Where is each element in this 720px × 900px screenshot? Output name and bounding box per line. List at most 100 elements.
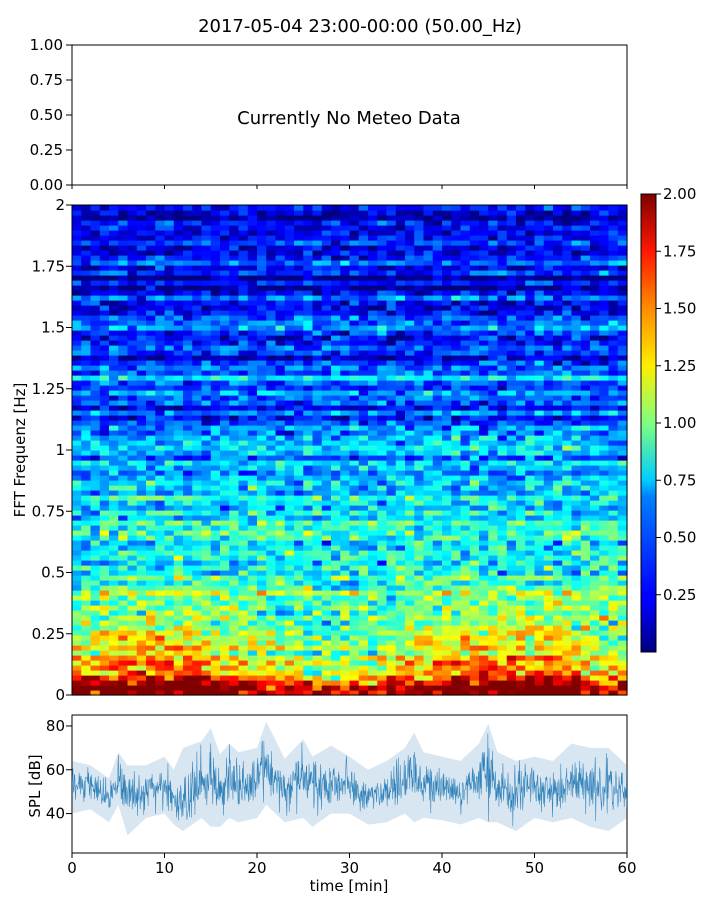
- spectrogram-cell: [488, 425, 499, 431]
- spectrogram-cell: [543, 370, 554, 376]
- spectrogram-cell: [294, 365, 304, 371]
- spectrogram-cell: [488, 625, 499, 631]
- spectrogram-cell: [127, 485, 138, 491]
- spectrogram-cell: [257, 480, 267, 486]
- spectrogram-cell: [99, 620, 110, 626]
- spectrogram-cell: [275, 490, 286, 496]
- spectrogram-cell: [469, 340, 480, 346]
- spectrogram-cell: [580, 430, 591, 436]
- spectrogram-cell: [423, 295, 434, 301]
- spectrogram-cell: [469, 360, 480, 366]
- spectrogram-cell: [553, 625, 563, 631]
- spectrogram-cell: [109, 485, 119, 491]
- spectrogram-cell: [257, 590, 267, 596]
- spectrogram-cell: [72, 535, 82, 541]
- spectrogram-cell: [414, 290, 425, 296]
- spectrogram-cell: [543, 510, 554, 516]
- spectrogram-cell: [201, 405, 212, 411]
- spectrogram-cell: [312, 445, 323, 451]
- spectrogram-cell: [238, 395, 249, 401]
- spectrogram-cell: [173, 545, 184, 551]
- spectrogram-cell: [321, 490, 332, 496]
- spectrogram-cell: [210, 380, 221, 386]
- spectrogram-cell: [479, 540, 489, 546]
- spectrogram-cell: [617, 470, 628, 476]
- spectrogram-cell: [136, 505, 147, 511]
- spectrogram-cell: [608, 585, 619, 591]
- spectrogram-cell: [331, 540, 341, 546]
- spectrogram-cell: [164, 400, 175, 406]
- spectrogram-cell: [294, 310, 304, 316]
- spectrogram-cell: [201, 485, 212, 491]
- spectrogram-cell: [127, 340, 138, 346]
- spectrogram-cell: [553, 360, 563, 366]
- spectrogram-cell: [377, 335, 388, 341]
- spectrogram-cell: [562, 415, 573, 421]
- spectrogram-cell: [146, 375, 156, 381]
- spectrogram-cell: [164, 430, 175, 436]
- spectrogram-cell: [497, 340, 508, 346]
- spectrogram-cell: [358, 285, 369, 291]
- spectrogram-cell: [192, 300, 203, 306]
- spectrogram-cell: [284, 475, 295, 481]
- spectrogram-cell: [358, 525, 369, 531]
- spectrogram-cell: [220, 620, 230, 626]
- spectrogram-cell: [164, 315, 175, 321]
- spectrogram-cell: [590, 315, 600, 321]
- spectrogram-cell: [479, 500, 489, 506]
- spectrogram-cell: [432, 685, 443, 691]
- spectrogram-cell: [90, 340, 101, 346]
- spectrogram-cell: [488, 505, 499, 511]
- spectrogram-cell: [238, 295, 249, 301]
- spectrogram-cell: [99, 630, 110, 636]
- spectrogram-cell: [173, 285, 184, 291]
- spectrogram-cell: [469, 685, 480, 691]
- spectrogram-cell: [210, 295, 221, 301]
- spectrogram-cell: [423, 340, 434, 346]
- spectrogram-cell: [118, 670, 129, 676]
- spectrogram-cell: [377, 580, 388, 586]
- spectrogram-cell: [210, 550, 221, 556]
- spectrogram-cell: [451, 560, 462, 566]
- spectrogram-cell: [294, 280, 304, 286]
- spectrogram-cell: [469, 280, 480, 286]
- spectrogram-cell: [340, 290, 351, 296]
- spectrogram-cell: [303, 565, 314, 571]
- spectrogram-cell: [321, 495, 332, 501]
- spectrogram-cell: [432, 465, 443, 471]
- spectrogram-cell: [479, 510, 489, 516]
- spectrogram-cell: [136, 530, 147, 536]
- spectrogram-cell: [201, 320, 212, 326]
- spectrogram-cell: [377, 280, 388, 286]
- spectrogram-cell: [460, 670, 471, 676]
- spectrogram-cell: [562, 295, 573, 301]
- spectrogram-cell: [386, 605, 397, 611]
- spectrogram-cell: [136, 655, 147, 661]
- spectrogram-cell: [331, 470, 341, 476]
- spectrogram-cell: [210, 620, 221, 626]
- spectrogram-cell: [136, 445, 147, 451]
- spectrogram-cell: [405, 550, 415, 556]
- spectrogram-cell: [266, 315, 277, 321]
- spectrogram-cell: [432, 395, 443, 401]
- spectrogram-cell: [423, 555, 434, 561]
- spectrogram-cell: [405, 520, 415, 526]
- spectrogram-cell: [395, 670, 406, 676]
- spectrogram-cell: [266, 615, 277, 621]
- spectrogram-cell: [571, 540, 582, 546]
- spectrogram-cell: [571, 425, 582, 431]
- spectrogram-cell: [414, 570, 425, 576]
- spectrogram-cell: [358, 455, 369, 461]
- spectrogram-cell: [146, 635, 156, 641]
- spectrogram-cell: [432, 680, 443, 686]
- spectrogram-cell: [81, 580, 92, 586]
- spectrogram-cell: [238, 560, 249, 566]
- spectrogram-cell: [99, 395, 110, 401]
- spectrogram-cell: [303, 655, 314, 661]
- spectrogram-cell: [432, 505, 443, 511]
- spectrogram-cell: [506, 545, 517, 551]
- spectrogram-cell: [460, 430, 471, 436]
- spectrogram-cell: [257, 320, 267, 326]
- spectrogram-cell: [358, 300, 369, 306]
- spectrogram-cell: [312, 420, 323, 426]
